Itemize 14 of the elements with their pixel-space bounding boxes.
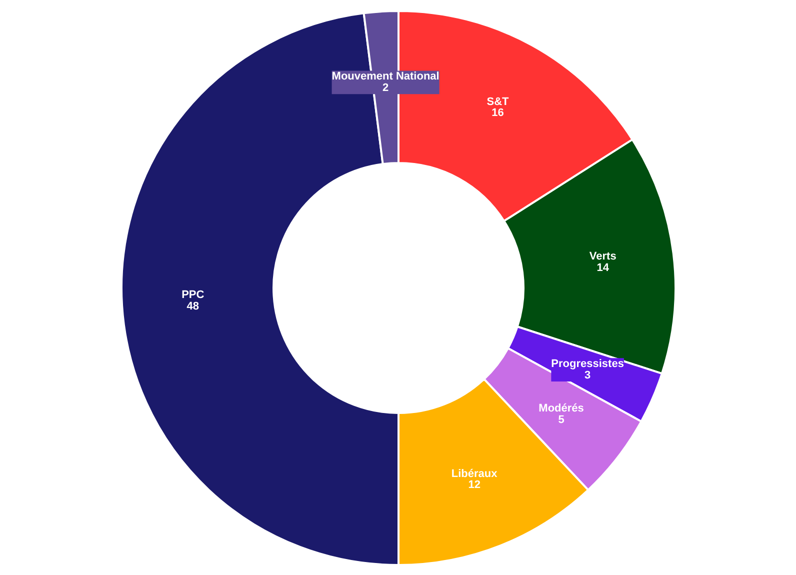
slice-label: Mouvement National <box>332 70 440 83</box>
slice-label: Verts <box>589 250 616 262</box>
slice-label: S&T <box>486 96 510 108</box>
slice-label: Progressistes <box>551 358 624 370</box>
data-label: 16 <box>492 107 504 120</box>
data-label: 3 <box>584 370 591 382</box>
slice-label: Libéraux <box>451 468 498 480</box>
data-label: 14 <box>596 262 610 274</box>
slice-label: Modérés <box>538 402 584 415</box>
data-label: 12 <box>468 479 480 492</box>
data-label: 48 <box>186 300 200 313</box>
data-label: 2 <box>382 82 389 94</box>
data-label: 5 <box>558 414 564 426</box>
slice-label: PPC <box>182 289 204 302</box>
